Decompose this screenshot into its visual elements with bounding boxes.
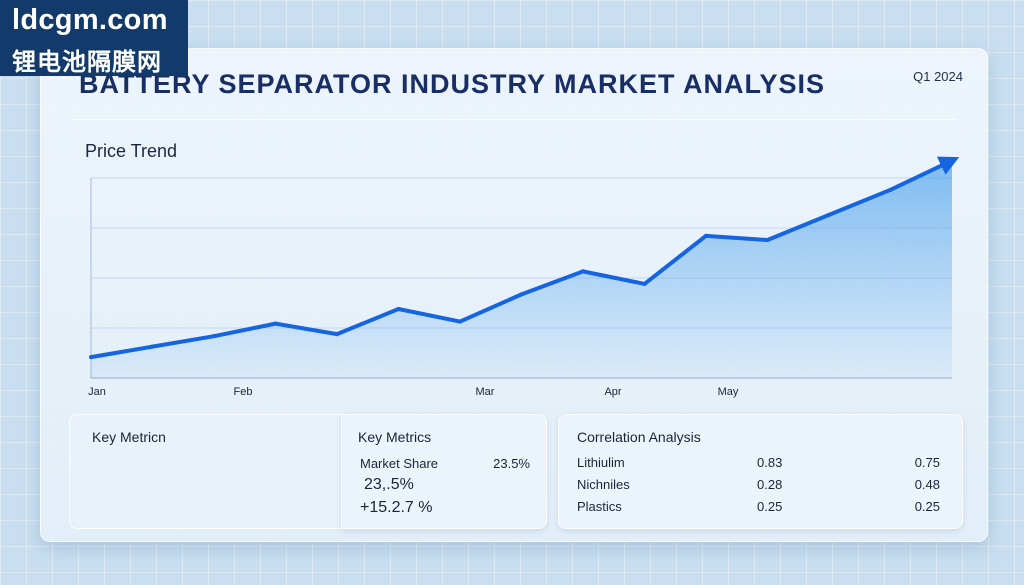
title-divider bbox=[71, 119, 957, 120]
correlation-row-name: Lithiulim bbox=[577, 455, 625, 470]
page-title: BATTERY SEPARATOR INDUSTRY MARKET ANALYS… bbox=[79, 69, 826, 99]
correlation-row-value-2: 0.48 bbox=[914, 477, 940, 492]
chart-area-fill bbox=[91, 160, 952, 378]
chart-point bbox=[89, 355, 93, 360]
chart-x-tick-label: Feb bbox=[234, 386, 253, 398]
correlation-row-value-1: 0.25 bbox=[757, 499, 783, 514]
chart-point bbox=[765, 238, 770, 242]
key-metrics-panel: Key Metrics Market Share 23.5% 23,.5% +1… bbox=[341, 414, 547, 529]
correlation-row-name: Plastics bbox=[577, 499, 622, 514]
period-label: Q1 2024 bbox=[913, 69, 963, 84]
correlation-row: Plastics 0.25 0.25 bbox=[577, 499, 940, 517]
chart-x-tick-label: May bbox=[718, 386, 739, 398]
chart-line-segment bbox=[273, 321, 339, 337]
chart-point bbox=[396, 307, 401, 311]
correlation-row: Lithiulim 0.83 0.75 bbox=[577, 455, 940, 473]
correlation-row-value-1: 0.83 bbox=[757, 455, 783, 470]
growth-change-value: +15.2.7 % bbox=[360, 499, 433, 516]
market-share-big-value: 23,.5% bbox=[364, 476, 414, 493]
key-metrics-left-panel: Key Metricn bbox=[69, 414, 343, 529]
watermark-domain: ldcgm.com bbox=[12, 4, 168, 36]
chart-line-segment bbox=[396, 307, 462, 324]
market-share-label: Market Share bbox=[360, 456, 439, 471]
price-trend-label: Price Trend bbox=[85, 141, 178, 161]
chart-line-segment bbox=[519, 269, 585, 297]
chart-point bbox=[642, 281, 647, 286]
chart-line-segment bbox=[642, 233, 708, 286]
chart-point bbox=[581, 269, 585, 274]
correlation-row-value-2: 0.75 bbox=[914, 455, 940, 470]
market-share-value: 23.5% bbox=[493, 456, 530, 471]
chart-point bbox=[458, 319, 462, 324]
chart-x-tick-label: Mar bbox=[476, 386, 495, 398]
chart-point bbox=[888, 187, 893, 192]
chart-line-segment bbox=[150, 334, 216, 349]
chart-line-segment bbox=[765, 212, 831, 242]
correlation-row-name: Nichniles bbox=[577, 477, 630, 492]
chart-line-segment bbox=[888, 156, 960, 192]
chart-x-tick-label: Apr bbox=[604, 386, 621, 398]
correlation-panel: Correlation Analysis Lithiulim 0.83 0.75… bbox=[558, 414, 963, 529]
correlation-title: Correlation Analysis bbox=[577, 429, 701, 445]
correlation-row-value-1: 0.28 bbox=[757, 477, 783, 492]
correlation-row-value-2: 0.25 bbox=[914, 499, 940, 514]
chart-point bbox=[704, 233, 708, 238]
chart-point bbox=[150, 344, 155, 349]
chart-point bbox=[827, 212, 831, 217]
key-metrics-left-title: Key Metricn bbox=[92, 429, 166, 445]
chart-line-segment bbox=[335, 307, 401, 337]
chart-line-segment bbox=[704, 233, 770, 242]
chart-x-tick-label: Jan bbox=[88, 386, 106, 398]
watermark: ldcgm.com 锂电池隔膜网 bbox=[0, 0, 188, 76]
chart-point bbox=[212, 334, 216, 339]
key-metrics-title: Key Metrics bbox=[358, 429, 432, 445]
chart-line-segment bbox=[458, 292, 524, 324]
chart-line-segment bbox=[827, 187, 893, 217]
chart-point bbox=[519, 292, 524, 297]
chart-point bbox=[273, 321, 278, 326]
correlation-row: Nichniles 0.28 0.48 bbox=[577, 477, 940, 495]
chart-line-segment bbox=[212, 321, 278, 339]
chart-line-segment bbox=[581, 269, 647, 286]
chart-point bbox=[335, 332, 339, 337]
watermark-chinese: 锂电池隔膜网 bbox=[12, 49, 162, 76]
chart-line-segment bbox=[89, 344, 155, 360]
